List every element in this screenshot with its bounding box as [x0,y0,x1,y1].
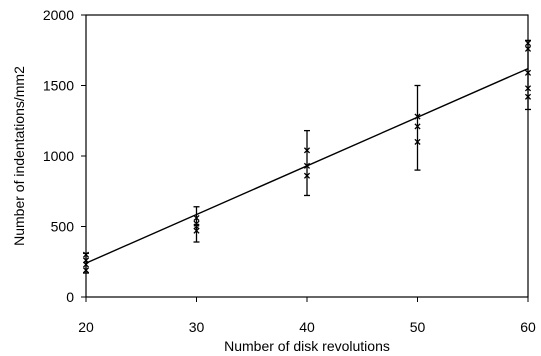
data-point [414,138,421,145]
x-axis-title: Number of disk revolutions [224,338,390,354]
y-tick-label: 1500 [43,78,74,94]
x-tick-label: 50 [410,319,426,335]
data-point [82,267,90,274]
y-axis-title: Number of indentations/mm2 [11,66,27,246]
y-tick-label: 500 [51,219,75,235]
data-point [193,227,200,234]
y-tick-label: 1000 [43,148,74,164]
data-point [82,251,90,258]
data-point [303,162,311,169]
x-tick-label: 30 [189,319,205,335]
data-point [524,93,532,100]
y-tick-label: 0 [66,289,74,305]
data-point [303,172,311,179]
x-tick-label: 60 [520,319,536,335]
x-axis: 20 30 40 50 60 [78,297,536,335]
data-point [303,147,311,154]
data-point [524,69,532,76]
y-tick-label: 2000 [43,7,74,23]
error-bars [83,39,531,274]
y-axis: 0 500 1000 1500 2000 [43,7,86,305]
data-point [193,214,200,222]
x-tick-label: 40 [299,319,315,335]
error-bar [414,84,421,171]
data-point [414,123,421,130]
data-point [524,85,532,92]
data-point [524,45,532,52]
data-point [414,113,421,120]
data-point [82,261,90,268]
data-point [524,40,532,47]
error-bar [304,129,310,197]
x-tick-label: 20 [78,319,94,335]
data-points [82,40,532,274]
